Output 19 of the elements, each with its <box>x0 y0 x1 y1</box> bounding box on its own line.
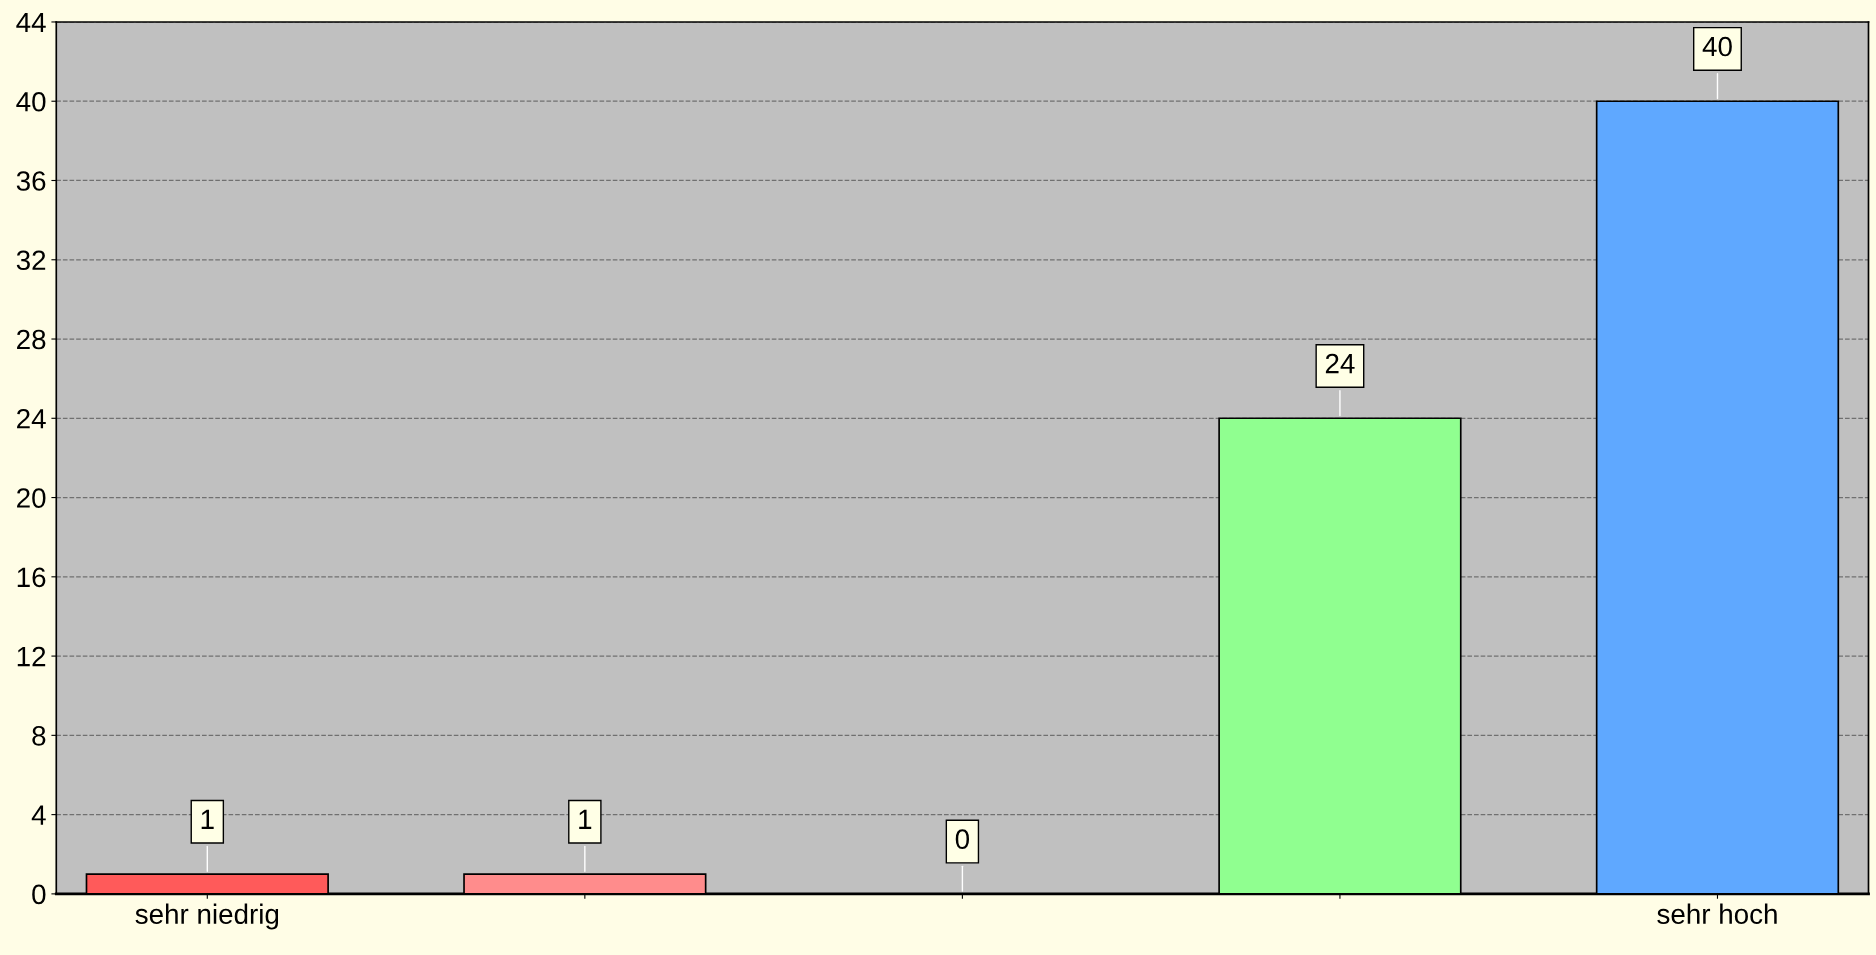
y-tick-label: 12 <box>17 646 46 667</box>
y-tick-label: 24 <box>17 408 46 429</box>
y-tick-label: 20 <box>17 488 46 508</box>
data-label: 1 <box>579 809 592 829</box>
y-tick-label: 28 <box>17 329 46 350</box>
y-tick-label: 44 <box>16 12 46 33</box>
data-label: 1 <box>201 809 214 829</box>
y-tick-label: 16 <box>17 567 46 588</box>
y-tick-label: 40 <box>16 91 46 112</box>
data-label: 0 <box>955 829 970 850</box>
x-tick-label: sehr niedrig <box>135 903 279 930</box>
y-tick-label: 4 <box>31 805 46 825</box>
y-tick-label: 36 <box>16 171 46 191</box>
x-tick-label: sehr hoch <box>1657 903 1777 925</box>
data-label: 24 <box>1325 353 1355 374</box>
y-tick-label: 8 <box>32 726 46 746</box>
y-tick-label: 0 <box>32 884 46 905</box>
y-tick-label: 32 <box>16 250 46 271</box>
data-label: 40 <box>1702 36 1732 57</box>
